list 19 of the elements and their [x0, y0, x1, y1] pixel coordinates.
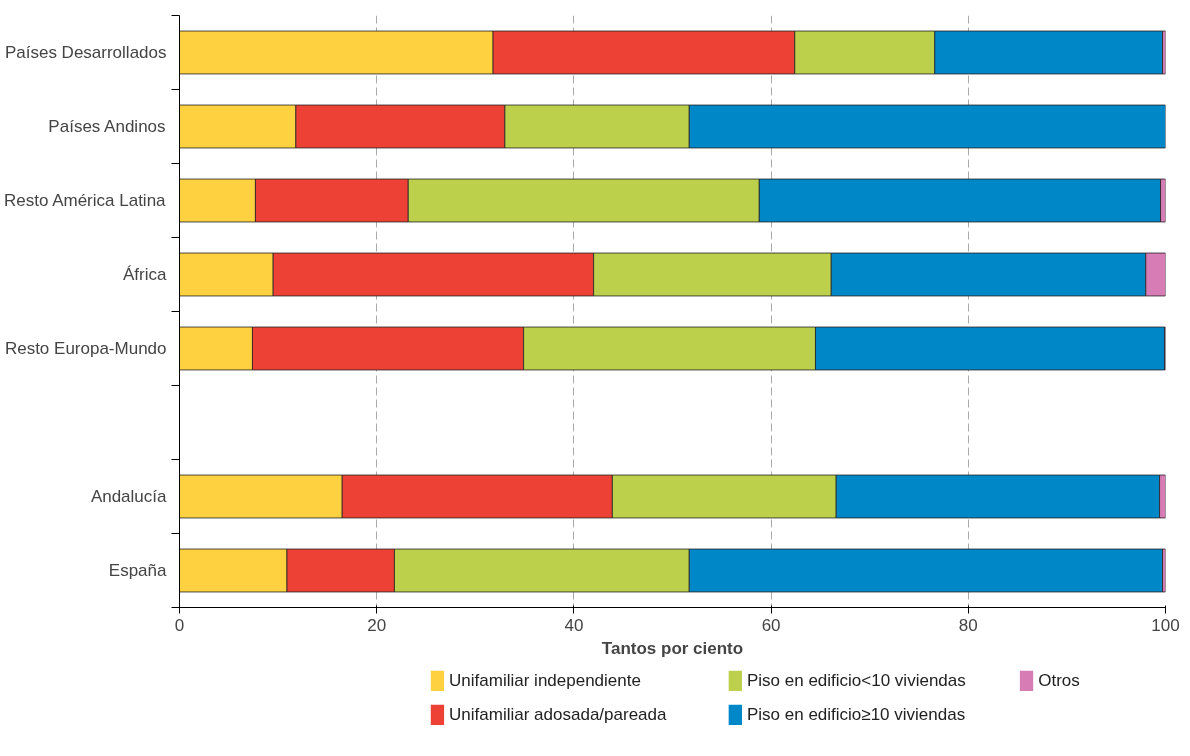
- x-tick-label: 60: [761, 615, 781, 635]
- legend-label: Otros: [1038, 671, 1080, 691]
- y-tick-label: Resto América Latina: [3, 191, 167, 210]
- y-tick-label: África: [123, 265, 168, 284]
- x-tick-label: 100: [1151, 615, 1180, 635]
- legend-label: Piso en edificio<10 viviendas: [746, 671, 966, 691]
- legend-label: Unifamiliar independiente: [449, 671, 641, 691]
- y-tick-label: Andalucía: [90, 487, 168, 506]
- y-tick-label: Países Desarrollados: [4, 43, 167, 62]
- x-tick-label: 80: [958, 615, 978, 635]
- y-tick-label: España: [108, 561, 168, 580]
- legend-label: Unifamiliar adosada/pareada: [449, 705, 667, 725]
- x-tick-label: 20: [367, 615, 387, 635]
- x-tick-label: 40: [564, 615, 584, 635]
- x-tick-label: 0: [174, 615, 185, 635]
- y-tick-label: Resto Europa-Mundo: [4, 339, 167, 358]
- x-axis-title: Tantos por ciento: [601, 638, 744, 658]
- y-tick-label: Países Andinos: [48, 117, 166, 136]
- legend-label: Piso en edificio≥10 viviendas: [746, 705, 966, 725]
